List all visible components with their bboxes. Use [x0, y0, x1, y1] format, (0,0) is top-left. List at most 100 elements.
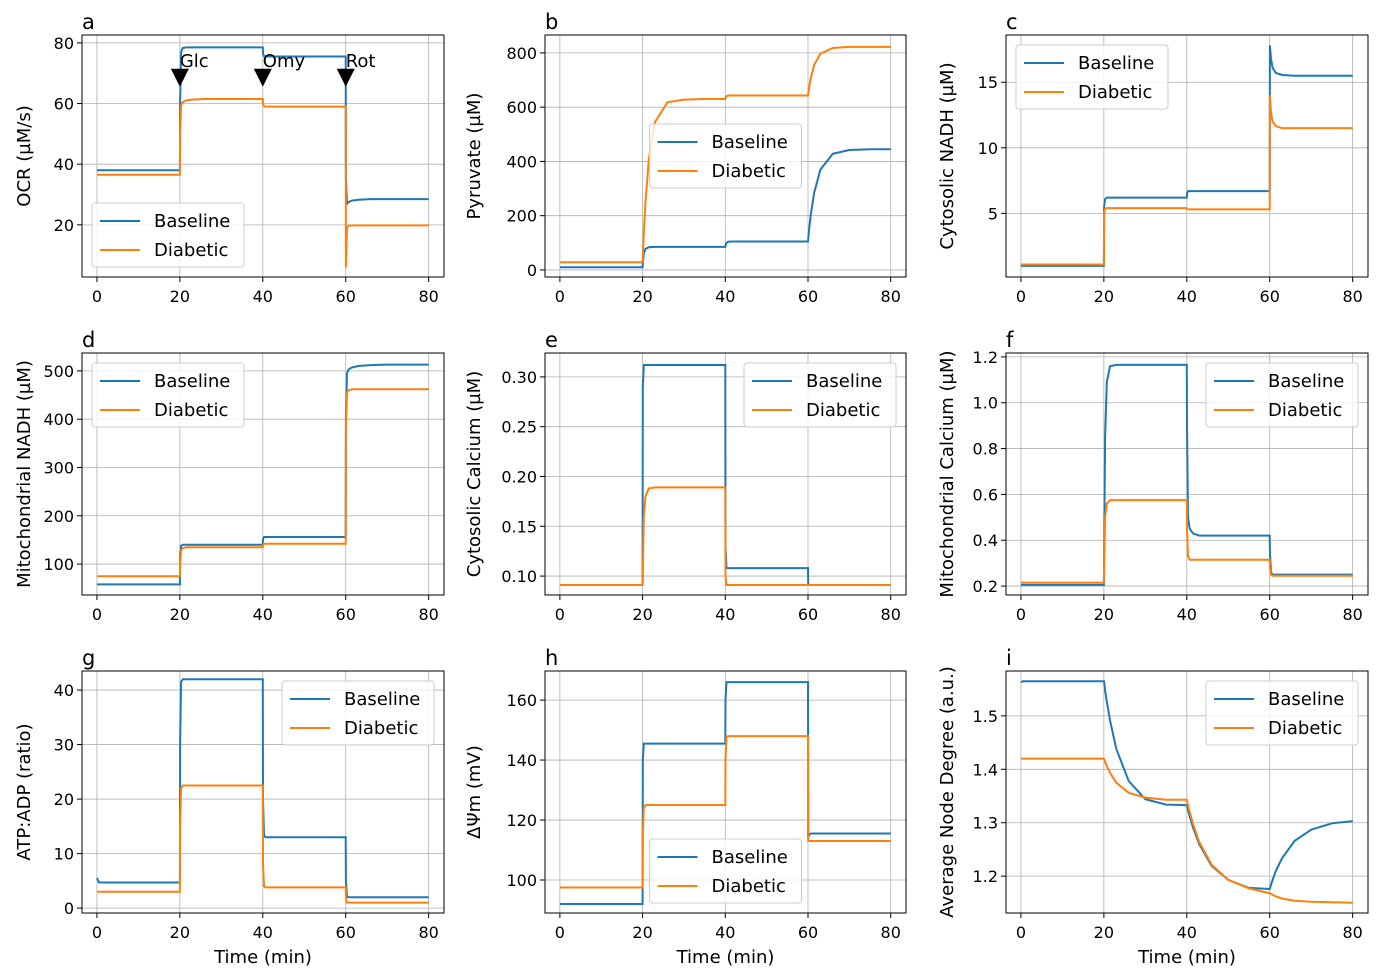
panel-i: 0 20 40 60 80 1.2 1.3 1.4 1.5 i Average Node Degre… [937, 646, 1369, 968]
y-tick-label: 40 [54, 681, 74, 700]
series-line-diabetic [96, 388, 429, 578]
panel-letter: e [545, 328, 558, 352]
legend-label: Diabetic [806, 400, 880, 421]
panel-letter: i [1006, 646, 1012, 670]
x-tick-label: 40 [1177, 287, 1197, 306]
panel-letter: g [82, 646, 95, 670]
y-tick-label: 100 [506, 871, 537, 890]
series-line-baseline [1020, 45, 1353, 267]
x-tick-label: 20 [1094, 923, 1114, 942]
y-tick-label: 0.25 [501, 418, 537, 437]
x-tick-label: 60 [336, 605, 356, 624]
y-tick-label: 20 [54, 216, 74, 235]
y-tick-label: 200 [506, 207, 537, 226]
panel-letter: f [1006, 328, 1014, 352]
y-tick-label: 400 [43, 410, 74, 429]
y-axis-label: Mitochondrial Calcium (µM) [937, 350, 958, 597]
legend-label: Diabetic [712, 876, 786, 897]
x-tick-label: 80 [418, 605, 438, 624]
legend-label: Diabetic [712, 161, 786, 182]
y-tick-label: 0.30 [501, 368, 537, 387]
legend: Baseline Diabetic [649, 123, 802, 189]
x-tick-label: 40 [1177, 605, 1197, 624]
axes-frame [1005, 352, 1369, 596]
y-tick-label: 10 [978, 139, 998, 158]
panel-h: 0 20 40 60 80 100 120 140 160 h ΔΨm (mV) Time (min)… [464, 646, 907, 968]
x-tick-label: 20 [170, 287, 190, 306]
y-tick-label: 30 [54, 736, 74, 755]
y-tick-label: 1.2 [973, 867, 998, 886]
y-tick-label: 0.15 [501, 517, 537, 536]
y-tick-label: 10 [54, 845, 74, 864]
y-tick-label: 0.10 [501, 567, 537, 586]
panel-d: 0 20 40 60 80 100 200 300 400 500 d Mitochondrial N… [14, 328, 445, 624]
x-tick-label: 0 [1016, 923, 1026, 942]
x-tick-label: 40 [715, 287, 735, 306]
y-tick-label: 1.3 [973, 814, 998, 833]
axes-frame [81, 352, 445, 596]
x-tick-label: 80 [1342, 605, 1362, 624]
y-tick-label: 0.2 [973, 577, 998, 596]
y-axis-label: OCR (µM/s) [14, 105, 35, 206]
panel-a: 0 20 40 60 80 20 40 60 80 Glc Omy Rot a OCR (µM/s) Bas… [14, 10, 445, 306]
y-tick-label: 15 [978, 73, 998, 92]
x-tick-label: 80 [881, 287, 901, 306]
y-tick-label: 1.0 [973, 394, 998, 413]
x-tick-label: 60 [336, 287, 356, 306]
legend-label: Diabetic [344, 718, 418, 739]
legend: Baseline Diabetic [1205, 362, 1359, 428]
series-line-diabetic [96, 784, 429, 904]
series-line-diabetic [1020, 757, 1353, 904]
y-tick-label: 1.2 [973, 348, 998, 367]
x-tick-label: 60 [798, 605, 818, 624]
x-tick-label: 80 [1342, 287, 1362, 306]
y-tick-label: 0.20 [501, 467, 537, 486]
x-tick-label: 60 [1260, 287, 1280, 306]
series-line-diabetic [1020, 499, 1353, 584]
series-line-baseline [559, 681, 891, 905]
legend: Baseline Diabetic [649, 838, 802, 904]
legend-label: Diabetic [154, 240, 228, 261]
x-tick-label: 60 [1260, 605, 1280, 624]
legend-label: Baseline [154, 371, 230, 392]
y-tick-label: 100 [43, 555, 74, 574]
x-tick-label: 80 [418, 923, 438, 942]
axes-frame [1005, 34, 1369, 278]
y-tick-label: 0.8 [973, 440, 998, 459]
axes-frame [81, 34, 445, 278]
panel-c: 0 20 40 60 80 5 10 15 c Cytosolic NADH (µM) Baseli… [937, 10, 1369, 306]
panel-e: 0 20 40 60 80 0.10 0.15 0.20 0.25 0.30 e Cytosolic … [464, 328, 907, 624]
y-axis-label: ΔΨm (mV) [464, 745, 485, 839]
injection-label: Glc [180, 51, 209, 72]
y-axis-label: Cytosolic Calcium (µM) [464, 371, 485, 578]
y-tick-label: 0.4 [973, 531, 998, 550]
series-line-baseline [96, 46, 429, 206]
y-tick-label: 400 [506, 152, 537, 171]
x-tick-label: 80 [418, 287, 438, 306]
y-tick-label: 0 [64, 899, 74, 918]
legend-label: Baseline [712, 132, 788, 153]
x-tick-label: 40 [253, 287, 273, 306]
x-tick-label: 40 [253, 923, 273, 942]
legend: Baseline Diabetic [1015, 44, 1169, 110]
panel-g: 0 20 40 60 80 0 10 20 30 40 g ATP:ADP (ratio) Time (… [14, 646, 445, 968]
panel-letter: b [545, 10, 558, 34]
y-tick-label: 0.6 [973, 485, 998, 504]
legend-label: Diabetic [1268, 718, 1342, 739]
injection-marker [253, 68, 272, 87]
panel-f: 0 20 40 60 80 0.2 0.4 0.6 0.8 1.0 1.2 f Mitochondria… [937, 328, 1369, 624]
x-axis-label: Time (min) [1137, 947, 1236, 968]
axes-frame [544, 34, 907, 278]
x-tick-label: 0 [92, 605, 102, 624]
panel-letter: h [545, 646, 558, 670]
series-line-diabetic [559, 45, 891, 264]
x-tick-label: 80 [881, 605, 901, 624]
y-tick-label: 60 [54, 95, 74, 114]
axes-frame [81, 670, 445, 914]
x-tick-label: 80 [881, 923, 901, 942]
y-tick-label: 200 [43, 507, 74, 526]
legend-label: Baseline [712, 847, 788, 868]
x-tick-label: 0 [92, 923, 102, 942]
